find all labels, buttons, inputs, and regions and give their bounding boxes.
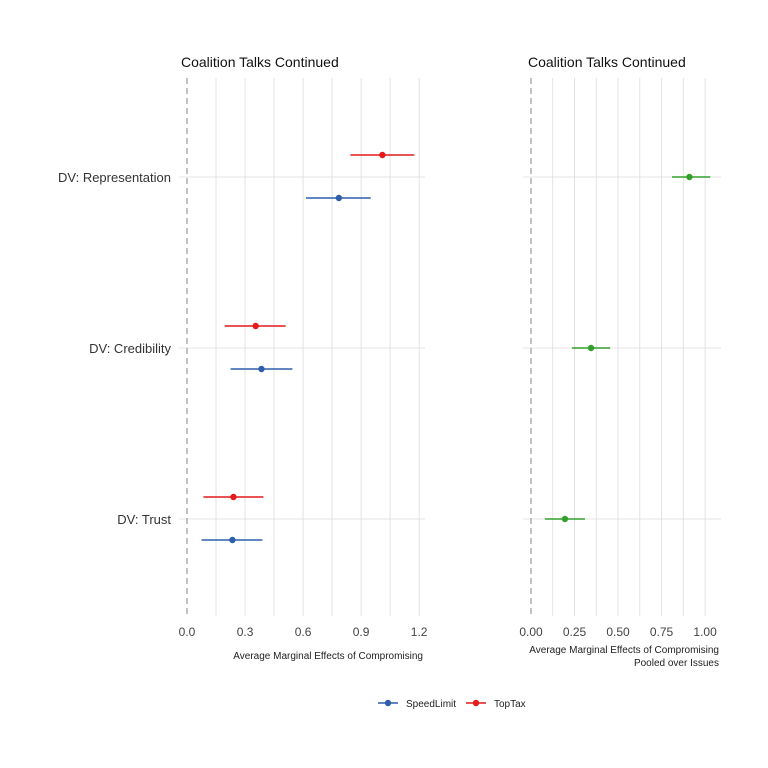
x-tick-label: 0.3 (237, 625, 254, 639)
x-tick-label: 0.00 (519, 625, 543, 639)
x-tick-label: 0.6 (295, 625, 312, 639)
x-tick-label: 0.50 (606, 625, 630, 639)
category-label: DV: Trust (117, 512, 171, 527)
category-label: DV: Credibility (89, 341, 171, 356)
legend-key-point (472, 699, 480, 707)
x-tick-label: 1.2 (411, 625, 428, 639)
point-estimate (379, 151, 386, 159)
x-axis-label: Average Marginal Effects of Compromising (529, 645, 719, 656)
category-label: DV: Representation (58, 170, 171, 185)
legend-label: TopTax (494, 699, 526, 710)
point-estimate (258, 365, 265, 373)
panel-1: Coalition Talks Continued DV: Representat… (58, 54, 428, 662)
point-estimate (229, 536, 236, 544)
point-estimate (561, 515, 569, 523)
x-tick-label: 0.9 (353, 625, 370, 639)
panel-title: Coalition Talks Continued (181, 54, 339, 70)
x-tick-label: 0.0 (179, 625, 196, 639)
point-estimate (335, 194, 343, 202)
x-tick-label: 0.75 (650, 625, 674, 639)
point-estimate (587, 344, 595, 352)
legend: SpeedLimit TopTax (378, 699, 526, 710)
point-estimate (686, 173, 693, 181)
legend-label: SpeedLimit (406, 699, 456, 710)
panel-2: Coalition Talks Continued 0.00 0.25 0.50 0.7… (519, 54, 721, 669)
x-axis-label: Pooled over Issues (634, 658, 719, 669)
point-estimate (230, 493, 237, 501)
x-tick-label: 0.25 (563, 625, 587, 639)
point-estimate (252, 322, 259, 330)
x-axis-label: Average Marginal Effects of Compromising (233, 651, 423, 662)
legend-key-point (384, 699, 392, 707)
x-tick-label: 1.00 (693, 625, 717, 639)
panel-title: Coalition Talks Continued (528, 54, 686, 70)
